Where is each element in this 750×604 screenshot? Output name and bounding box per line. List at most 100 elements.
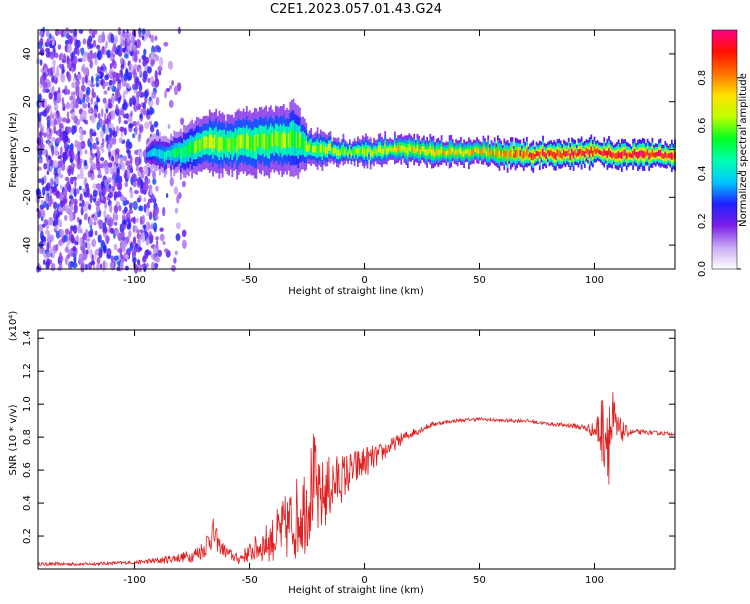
signal-cell (571, 148, 573, 156)
signal-cell (476, 147, 478, 154)
noise-cell (162, 206, 166, 217)
noise-cell (169, 176, 174, 187)
signal-cell (580, 149, 583, 157)
signal-cell (225, 140, 227, 152)
signal-cell (242, 133, 245, 149)
noise-cell (57, 115, 62, 124)
noise-cell (117, 27, 122, 36)
noise-cell (134, 125, 138, 136)
noise-cell (49, 51, 55, 60)
noise-cell (164, 90, 167, 99)
signal-cell (262, 133, 264, 147)
signal-cell (463, 150, 465, 157)
noise-cell (119, 126, 125, 132)
signal-cell (537, 151, 540, 157)
noise-cell (95, 146, 100, 151)
noise-cell (121, 47, 126, 53)
noise-cell (47, 155, 52, 161)
snr-series-line (37, 391, 676, 567)
noise-cell (126, 222, 131, 230)
noise-cell (80, 143, 86, 148)
signal-cell (324, 146, 327, 154)
noise-cell (51, 137, 56, 142)
signal-cell (220, 136, 222, 151)
noise-cell (89, 43, 94, 49)
signal-cell (408, 144, 411, 151)
signal-cell (593, 146, 596, 153)
signal-cell (394, 144, 396, 152)
noise-cell (81, 199, 85, 208)
signal-cell (281, 133, 284, 150)
noise-cell (145, 249, 150, 256)
noise-cell (138, 58, 141, 64)
noise-cell (79, 133, 84, 142)
noise-cell (86, 79, 92, 86)
noise-cell (86, 38, 91, 47)
signal-cell (508, 151, 511, 156)
noise-cell (104, 261, 108, 270)
signal-cell (648, 152, 651, 160)
noise-cell (43, 163, 48, 170)
noise-cell (175, 222, 181, 230)
signal-cell (414, 148, 417, 154)
signal-cell (513, 153, 515, 158)
signal-cell (287, 133, 290, 148)
signal-cell (427, 148, 430, 154)
signal-cell (572, 151, 575, 159)
noise-cell (150, 223, 154, 230)
noise-cell (92, 189, 98, 197)
signal-cell (382, 148, 385, 155)
noise-cell (97, 174, 103, 179)
signal-cell (199, 139, 201, 152)
noise-cell (89, 59, 93, 69)
noise-cell (97, 97, 101, 103)
spectrogram-y-axis-label: Frequency (Hz) (8, 112, 19, 188)
signal-cell (582, 150, 585, 156)
noise-cell (83, 159, 88, 167)
signal-cell (592, 150, 594, 157)
noise-cell (122, 113, 127, 119)
noise-cell (101, 138, 105, 145)
signal-cell (432, 148, 435, 156)
noise-cell (134, 50, 138, 59)
noise-cell (85, 249, 89, 255)
signal-cell (577, 149, 580, 157)
noise-cell (138, 68, 142, 76)
noise-cell (45, 194, 49, 204)
signal-cell (501, 152, 504, 158)
noise-cell (42, 109, 48, 117)
noise-cell (113, 255, 119, 261)
signal-cell (423, 146, 425, 153)
noise-cell (92, 142, 97, 150)
signal-cell (154, 147, 156, 157)
noise-cell (130, 242, 134, 249)
noise-cell (70, 261, 74, 268)
noise-cell (46, 233, 52, 242)
noise-cell (113, 205, 119, 214)
signal-cell (245, 133, 248, 149)
signal-cell (252, 136, 255, 151)
signal-cell (347, 151, 350, 157)
noise-cell (96, 44, 101, 50)
noise-cell (70, 91, 76, 96)
noise-cell (108, 127, 113, 133)
noise-cell (133, 71, 138, 80)
signal-cell (344, 149, 346, 155)
noise-cell (51, 146, 55, 157)
noise-cell (105, 235, 110, 245)
signal-cell (551, 151, 554, 158)
noise-cell (46, 106, 50, 114)
signal-cell (497, 148, 499, 156)
signal-cell (284, 133, 287, 148)
spectrogram-y-tick-label: -20 (22, 189, 33, 205)
signal-cell (147, 151, 150, 157)
noise-cell (39, 59, 43, 66)
signal-cell (617, 151, 620, 159)
noise-cell (46, 242, 50, 252)
signal-cell (392, 147, 395, 153)
noise-cell (110, 33, 115, 44)
signal-cell (395, 147, 398, 154)
noise-cell (107, 98, 112, 105)
signal-cell (178, 146, 181, 155)
noise-cell (120, 131, 124, 137)
